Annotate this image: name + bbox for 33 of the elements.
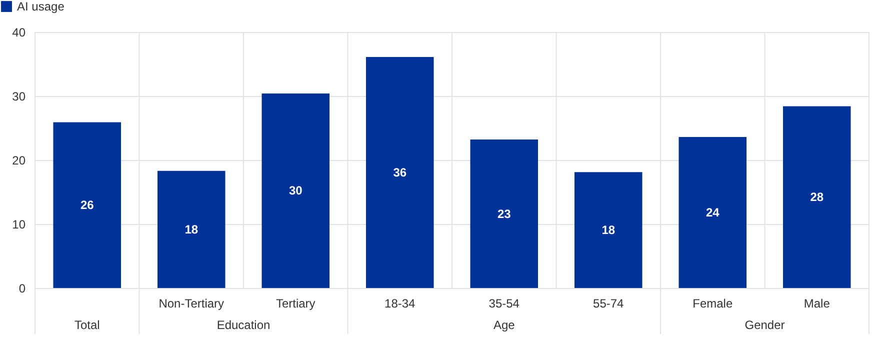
x-tick-label: Female [692,296,733,310]
data-label: 24 [706,205,720,220]
bar [53,122,122,288]
x-tick-label: 18-34 [384,296,416,310]
x-tick-label: 35-54 [488,296,520,310]
x-tick-label: 55-74 [593,296,624,310]
y-tick-label: 20 [12,154,26,168]
bar [782,106,851,288]
bar [574,172,642,288]
x-tick-label: Tertiary [276,296,316,310]
bar [366,56,434,288]
data-label: 28 [810,190,824,204]
text: Gender [744,318,785,332]
bar [157,170,226,288]
y-tick-label: 0 [18,282,26,296]
data-label: 18 [602,223,616,238]
data-label: 36 [393,165,407,180]
bar [470,140,538,288]
data-label: 18 [184,222,198,236]
text: Education [216,318,270,332]
text: Age [493,318,516,332]
data-label: 26 [80,198,94,212]
x-tick-label: Male [804,296,830,310]
y-tick-label: 10 [12,218,26,232]
data-label: 30 [288,184,303,198]
y-tick-label: 40 [12,26,26,40]
bar [262,93,330,288]
legend-label: AI usage [17,0,65,14]
y-tick-label: 30 [12,90,26,104]
text: Total [74,318,100,332]
data-label: 23 [497,206,512,221]
bar [678,136,747,288]
x-tick-label: Non-Tertiary [158,296,224,310]
